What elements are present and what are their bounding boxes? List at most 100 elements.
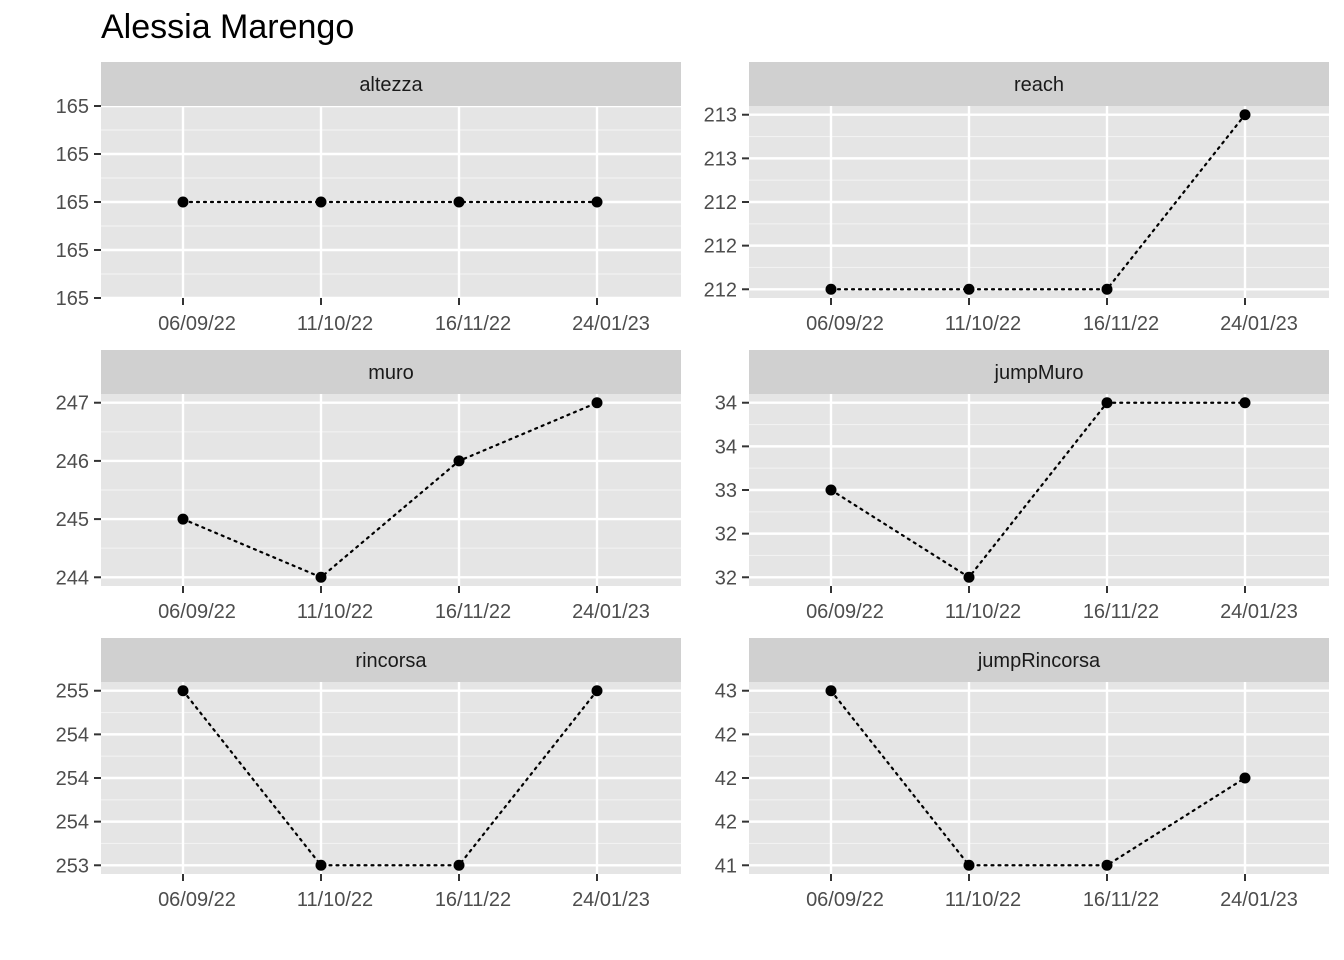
y-tick-label: 33 xyxy=(715,480,737,502)
strip-label: muro xyxy=(368,362,414,384)
y-tick-label: 42 xyxy=(715,812,737,834)
y-tick-label: 41 xyxy=(715,855,737,877)
strip-background xyxy=(749,638,1329,682)
x-tick-label: 06/09/22 xyxy=(158,601,236,623)
strip-label: altezza xyxy=(359,74,423,96)
y-tick-label: 255 xyxy=(56,681,89,703)
series-line xyxy=(181,689,599,867)
y-tick-label: 253 xyxy=(56,855,89,877)
y-tick-label: 43 xyxy=(715,681,737,703)
y-tick-label: 213 xyxy=(704,148,737,170)
x-tick-label: 06/09/22 xyxy=(806,889,884,911)
x-tick-label: 24/01/23 xyxy=(572,313,650,335)
y-tick-label: 212 xyxy=(704,192,737,214)
y-tick-label: 244 xyxy=(56,567,89,589)
y-tick-label: 213 xyxy=(704,105,737,127)
strip-background xyxy=(749,350,1329,394)
y-tick-label: 42 xyxy=(715,724,737,746)
y-tick-label: 254 xyxy=(56,768,89,790)
data-point xyxy=(453,455,465,467)
x-tick-label: 16/11/22 xyxy=(1083,889,1159,911)
strip-background xyxy=(101,350,681,394)
y-tick-label: 212 xyxy=(704,236,737,258)
y-tick-label: 254 xyxy=(56,812,89,834)
x-tick-label: 16/11/22 xyxy=(1083,601,1159,623)
strip-label: reach xyxy=(1014,74,1064,96)
y-tick-label: 165 xyxy=(56,192,89,214)
y-tick-label: 42 xyxy=(715,768,737,790)
y-tick-label: 165 xyxy=(56,288,89,310)
x-tick-label: 11/10/22 xyxy=(297,601,373,623)
x-tick-label: 16/11/22 xyxy=(435,313,511,335)
series-line xyxy=(829,401,1247,579)
y-tick-label: 32 xyxy=(715,524,737,546)
data-point xyxy=(1239,397,1251,409)
data-point xyxy=(315,859,327,871)
x-tick-label: 06/09/22 xyxy=(806,601,884,623)
data-point xyxy=(1239,109,1251,121)
x-tick-label: 11/10/22 xyxy=(945,313,1021,335)
y-tick-label: 34 xyxy=(715,436,737,458)
panel-muro: muro 244 245 246 247 06/09/22 11/10/22 16/11/22… xyxy=(56,350,681,623)
page-title: Alessia Marengo xyxy=(101,8,355,46)
data-point xyxy=(315,571,327,583)
y-tick-label: 165 xyxy=(56,144,89,166)
y-tick-label: 246 xyxy=(56,451,89,473)
x-tick-label: 11/10/22 xyxy=(297,313,373,335)
panel-jump-muro: jumpMuro 32 32 33 34 34 06/09/22 11/10/22 16/11/… xyxy=(715,350,1329,623)
x-tick-label: 16/11/22 xyxy=(1083,313,1159,335)
data-point xyxy=(453,196,465,208)
data-point xyxy=(963,283,975,295)
series-line xyxy=(181,401,599,579)
x-tick-label: 16/11/22 xyxy=(435,889,511,911)
data-point xyxy=(591,196,603,208)
y-tick-label: 247 xyxy=(56,393,89,415)
data-point xyxy=(1101,397,1113,409)
strip-background xyxy=(101,62,681,106)
x-tick-label: 24/01/23 xyxy=(1220,601,1298,623)
strip-label: jumpMuro xyxy=(994,362,1084,384)
strip-label: rincorsa xyxy=(355,650,427,672)
y-tick-label: 165 xyxy=(56,96,89,118)
data-point xyxy=(591,685,603,697)
data-point xyxy=(825,685,837,697)
y-tick-label: 165 xyxy=(56,240,89,262)
series-line xyxy=(829,113,1247,291)
data-point xyxy=(177,196,189,208)
data-point xyxy=(1101,859,1113,871)
strip-background xyxy=(101,638,681,682)
x-tick-label: 06/09/22 xyxy=(806,313,884,335)
data-point xyxy=(591,397,603,409)
data-point xyxy=(1101,283,1113,295)
x-tick-label: 11/10/22 xyxy=(297,889,373,911)
y-tick-label: 32 xyxy=(715,567,737,589)
series-line xyxy=(829,689,1247,867)
strip-background xyxy=(749,62,1329,106)
x-tick-label: 16/11/22 xyxy=(435,601,511,623)
panel-reach: reach 212 212 212 213 213 06/09/22 11/10/22 16/1… xyxy=(704,62,1329,335)
data-point xyxy=(315,196,327,208)
panel-jump-rincorsa: jumpRincorsa 41 42 42 42 43 06/09/22 11/10/22 16… xyxy=(715,638,1329,911)
panel-altezza: altezza 165 165 165 165 165 06/09/22 11/10/22 16… xyxy=(56,62,681,335)
y-tick-label: 245 xyxy=(56,509,89,531)
panel-rincorsa: rincorsa 253 254 254 254 255 06/09/22 11/10/22 1… xyxy=(56,638,681,911)
x-tick-label: 24/01/23 xyxy=(1220,313,1298,335)
x-tick-label: 24/01/23 xyxy=(1220,889,1298,911)
x-tick-label: 24/01/23 xyxy=(572,601,650,623)
data-point xyxy=(1239,772,1251,784)
x-tick-label: 11/10/22 xyxy=(945,889,1021,911)
x-tick-label: 06/09/22 xyxy=(158,889,236,911)
y-tick-label: 254 xyxy=(56,724,89,746)
data-point xyxy=(177,513,189,525)
x-tick-label: 06/09/22 xyxy=(158,313,236,335)
data-point xyxy=(825,484,837,496)
data-point xyxy=(453,859,465,871)
strip-label: jumpRincorsa xyxy=(977,650,1101,672)
x-tick-label: 11/10/22 xyxy=(945,601,1021,623)
data-point xyxy=(177,685,189,697)
data-point xyxy=(825,283,837,295)
x-tick-label: 24/01/23 xyxy=(572,889,650,911)
data-point xyxy=(963,571,975,583)
y-tick-label: 34 xyxy=(715,393,737,415)
